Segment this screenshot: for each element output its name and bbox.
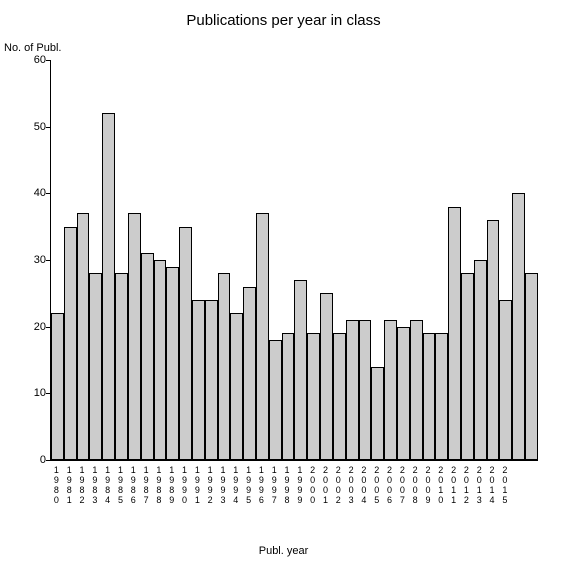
x-tick-label: 1997 xyxy=(268,464,281,506)
bar xyxy=(499,300,512,460)
x-tick-label: 2002 xyxy=(332,464,345,506)
x-tick-label: 2005 xyxy=(370,464,383,506)
x-tick-label: 1988 xyxy=(153,464,166,506)
chart-container: Publications per year in class No. of Pu… xyxy=(0,0,567,567)
x-tick-label: 2000 xyxy=(306,464,319,506)
x-tick-label: 2009 xyxy=(422,464,435,506)
x-tick-label: 1981 xyxy=(63,464,76,506)
y-tick-mark xyxy=(46,260,51,261)
x-tick-label: 2001 xyxy=(319,464,332,506)
y-tick-label: 10 xyxy=(21,387,46,399)
bar xyxy=(64,227,77,460)
bar xyxy=(51,313,64,460)
x-tick-label: 2010 xyxy=(434,464,447,506)
y-tick-label: 60 xyxy=(21,54,46,66)
x-tick-label: 2007 xyxy=(396,464,409,506)
bar xyxy=(346,320,359,460)
y-tick-mark xyxy=(46,460,51,461)
bar xyxy=(474,260,487,460)
x-tick-label: 2011 xyxy=(447,464,460,506)
bar xyxy=(397,327,410,460)
x-axis-label: Publ. year xyxy=(0,545,567,557)
x-tick-label xyxy=(511,464,524,506)
bar xyxy=(307,333,320,460)
x-tick-label: 1982 xyxy=(76,464,89,506)
bar xyxy=(487,220,500,460)
x-tick-label: 2003 xyxy=(345,464,358,506)
bar xyxy=(179,227,192,460)
bar xyxy=(435,333,448,460)
x-tick-label: 1985 xyxy=(114,464,127,506)
bar xyxy=(512,193,525,460)
x-tick-label: 1980 xyxy=(50,464,63,506)
x-tick-label: 1984 xyxy=(101,464,114,506)
y-tick-mark xyxy=(46,193,51,194)
x-tick-label: 1983 xyxy=(88,464,101,506)
x-tick-label: 1992 xyxy=(204,464,217,506)
bar xyxy=(359,320,372,460)
bar xyxy=(218,273,231,460)
x-tick-label: 1989 xyxy=(165,464,178,506)
bar xyxy=(282,333,295,460)
x-tick-label: 1990 xyxy=(178,464,191,506)
y-tick-mark xyxy=(46,127,51,128)
x-tick-label: 2013 xyxy=(473,464,486,506)
x-tick-label: 1998 xyxy=(281,464,294,506)
bar xyxy=(371,367,384,460)
bar xyxy=(333,333,346,460)
bar xyxy=(461,273,474,460)
x-tick-label: 2006 xyxy=(383,464,396,506)
x-tick-label: 2004 xyxy=(358,464,371,506)
bar xyxy=(205,300,218,460)
bars-group xyxy=(51,60,538,460)
bar xyxy=(525,273,538,460)
x-tick-label xyxy=(524,464,537,506)
bar xyxy=(256,213,269,460)
x-tick-label: 1993 xyxy=(217,464,230,506)
y-axis-label: No. of Publ. xyxy=(4,42,61,54)
x-tick-label: 2008 xyxy=(409,464,422,506)
x-tick-label: 1986 xyxy=(127,464,140,506)
x-tick-label: 1987 xyxy=(140,464,153,506)
bar xyxy=(243,287,256,460)
x-axis-ticks: 1980198119821983198419851986198719881989… xyxy=(50,464,537,506)
x-tick-label: 1999 xyxy=(293,464,306,506)
plot-area: 0102030405060 xyxy=(50,60,538,461)
bar xyxy=(102,113,115,460)
y-tick-mark xyxy=(46,327,51,328)
x-tick-label: 1991 xyxy=(191,464,204,506)
bar xyxy=(128,213,141,460)
bar xyxy=(166,267,179,460)
bar xyxy=(410,320,423,460)
bar xyxy=(154,260,167,460)
y-tick-label: 30 xyxy=(21,254,46,266)
y-tick-label: 40 xyxy=(21,187,46,199)
x-tick-label: 2012 xyxy=(460,464,473,506)
y-tick-label: 20 xyxy=(21,321,46,333)
bar xyxy=(89,273,102,460)
bar xyxy=(384,320,397,460)
x-tick-label: 1995 xyxy=(242,464,255,506)
x-tick-label: 2015 xyxy=(498,464,511,506)
x-tick-label: 1996 xyxy=(255,464,268,506)
y-tick-label: 50 xyxy=(21,121,46,133)
y-tick-mark xyxy=(46,393,51,394)
bar xyxy=(141,253,154,460)
bar xyxy=(192,300,205,460)
x-tick-label: 1994 xyxy=(229,464,242,506)
bar xyxy=(77,213,90,460)
bar xyxy=(115,273,128,460)
bar xyxy=(230,313,243,460)
y-tick-mark xyxy=(46,60,51,61)
bar xyxy=(423,333,436,460)
x-tick-label: 2014 xyxy=(486,464,499,506)
y-tick-label: 0 xyxy=(21,454,46,466)
bar xyxy=(448,207,461,460)
chart-title: Publications per year in class xyxy=(0,12,567,29)
bar xyxy=(269,340,282,460)
bar xyxy=(294,280,307,460)
bar xyxy=(320,293,333,460)
